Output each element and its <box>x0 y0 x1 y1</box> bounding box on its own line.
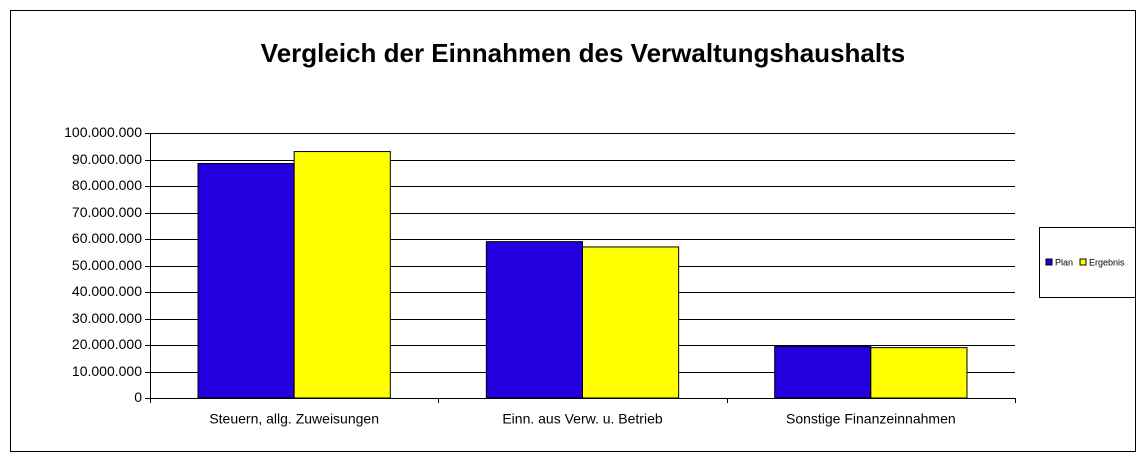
y-tick-label: 0 <box>134 389 142 405</box>
legend-label: Ergebnis <box>1089 257 1125 267</box>
y-tick-label: 30.000.000 <box>72 310 142 326</box>
bar <box>485 241 583 399</box>
bar <box>870 347 968 399</box>
chart-title: Vergleich der Einnahmen des Verwaltungsh… <box>261 38 905 68</box>
legend-swatch <box>1045 258 1053 266</box>
y-tick-label: 40.000.000 <box>72 283 142 299</box>
y-tick-label: 20.000.000 <box>72 336 142 352</box>
legend-label: Plan <box>1055 257 1073 267</box>
bar <box>293 151 391 399</box>
bar <box>197 162 295 399</box>
y-tick-label: 80.000.000 <box>72 177 142 193</box>
bar <box>774 345 872 399</box>
legend-box <box>1039 227 1136 298</box>
x-tick-label: Einn. aus Verw. u. Betrieb <box>502 411 663 427</box>
x-tick-label: Steuern, allg. Zuweisungen <box>209 411 379 427</box>
y-tick-label: 50.000.000 <box>72 257 142 273</box>
legend-swatch <box>1079 258 1087 266</box>
y-tick-label: 90.000.000 <box>72 151 142 167</box>
y-tick-label: 100.000.000 <box>64 124 142 140</box>
y-tick-label: 60.000.000 <box>72 230 142 246</box>
y-tick-label: 10.000.000 <box>72 363 142 379</box>
x-tick-label: Sonstige Finanzeinnahmen <box>786 411 956 427</box>
bar <box>582 246 680 399</box>
y-tick-label: 70.000.000 <box>72 204 142 220</box>
